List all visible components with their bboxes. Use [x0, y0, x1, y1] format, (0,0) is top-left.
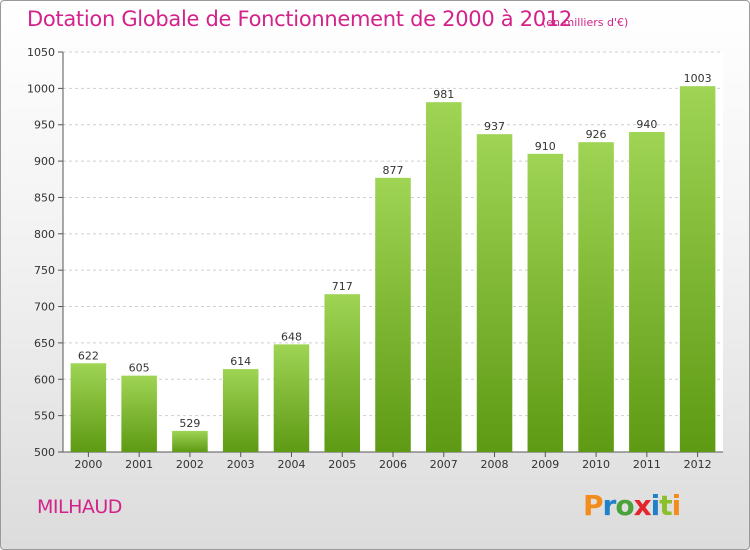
y-tick-label: 700 [34, 301, 55, 314]
logo-letter: i [671, 489, 682, 522]
bar-value-label: 614 [230, 355, 251, 368]
bar [426, 102, 462, 452]
bar [324, 294, 360, 452]
bar-value-label: 622 [78, 349, 99, 362]
x-tick-label: 2007 [430, 458, 458, 471]
bar-value-label: 940 [636, 118, 657, 131]
bar-value-label: 529 [179, 417, 200, 430]
bar [375, 177, 411, 452]
y-tick-label: 500 [34, 446, 55, 459]
x-tick-label: 2001 [125, 458, 153, 471]
commune-name: MILHAUD [37, 496, 122, 518]
x-tick-label: 2010 [582, 458, 610, 471]
x-tick-label: 2004 [277, 458, 305, 471]
x-tick-label: 2011 [633, 458, 661, 471]
y-tick-label: 750 [34, 264, 55, 277]
bar [629, 132, 665, 452]
bar-value-label: 877 [383, 164, 404, 177]
logo-letter: o [615, 489, 634, 522]
y-tick-label: 650 [34, 337, 55, 350]
y-tick-label: 900 [34, 155, 55, 168]
bar-value-label: 605 [129, 362, 150, 375]
bar-value-label: 926 [586, 128, 607, 141]
y-tick-label: 1000 [27, 82, 55, 95]
x-tick-label: 2000 [74, 458, 102, 471]
bar [70, 363, 107, 452]
bar-value-label: 717 [332, 280, 353, 293]
x-tick-label: 2006 [379, 458, 407, 471]
bar-value-label: 1003 [684, 72, 712, 85]
x-tick-label: 2009 [531, 458, 559, 471]
bar [172, 430, 208, 452]
logo-letter: x [633, 489, 652, 522]
y-tick-label: 850 [34, 191, 55, 204]
y-tick-label: 1050 [27, 46, 55, 59]
bar [273, 344, 310, 452]
y-tick-label: 950 [34, 119, 55, 132]
bar-value-label: 937 [484, 120, 505, 133]
bar [222, 369, 259, 452]
x-tick-label: 2005 [328, 458, 356, 471]
proxiti-logo: Proxiti [583, 489, 682, 522]
x-tick-label: 2012 [684, 458, 712, 471]
bar [578, 142, 614, 452]
chart-title: Dotation Globale de Fonctionnement de 20… [27, 7, 572, 31]
bar [679, 86, 716, 452]
x-tick-label: 2008 [481, 458, 509, 471]
logo-letter: i [650, 489, 661, 522]
x-tick-label: 2003 [227, 458, 255, 471]
bar-value-label: 648 [281, 330, 302, 343]
bar-value-label: 981 [433, 88, 454, 101]
chart-subtitle: (en milliers d'€) [542, 16, 629, 29]
y-tick-label: 800 [34, 228, 55, 241]
logo-letter: P [583, 489, 604, 522]
bar [121, 375, 157, 452]
logo-letter: t [659, 489, 672, 522]
bar [527, 153, 564, 452]
bar [476, 134, 513, 452]
y-tick-label: 550 [34, 410, 55, 423]
logo-letter: r [602, 489, 617, 522]
x-tick-label: 2002 [176, 458, 204, 471]
y-tick-label: 600 [34, 373, 55, 386]
bar-value-label: 910 [535, 140, 556, 153]
